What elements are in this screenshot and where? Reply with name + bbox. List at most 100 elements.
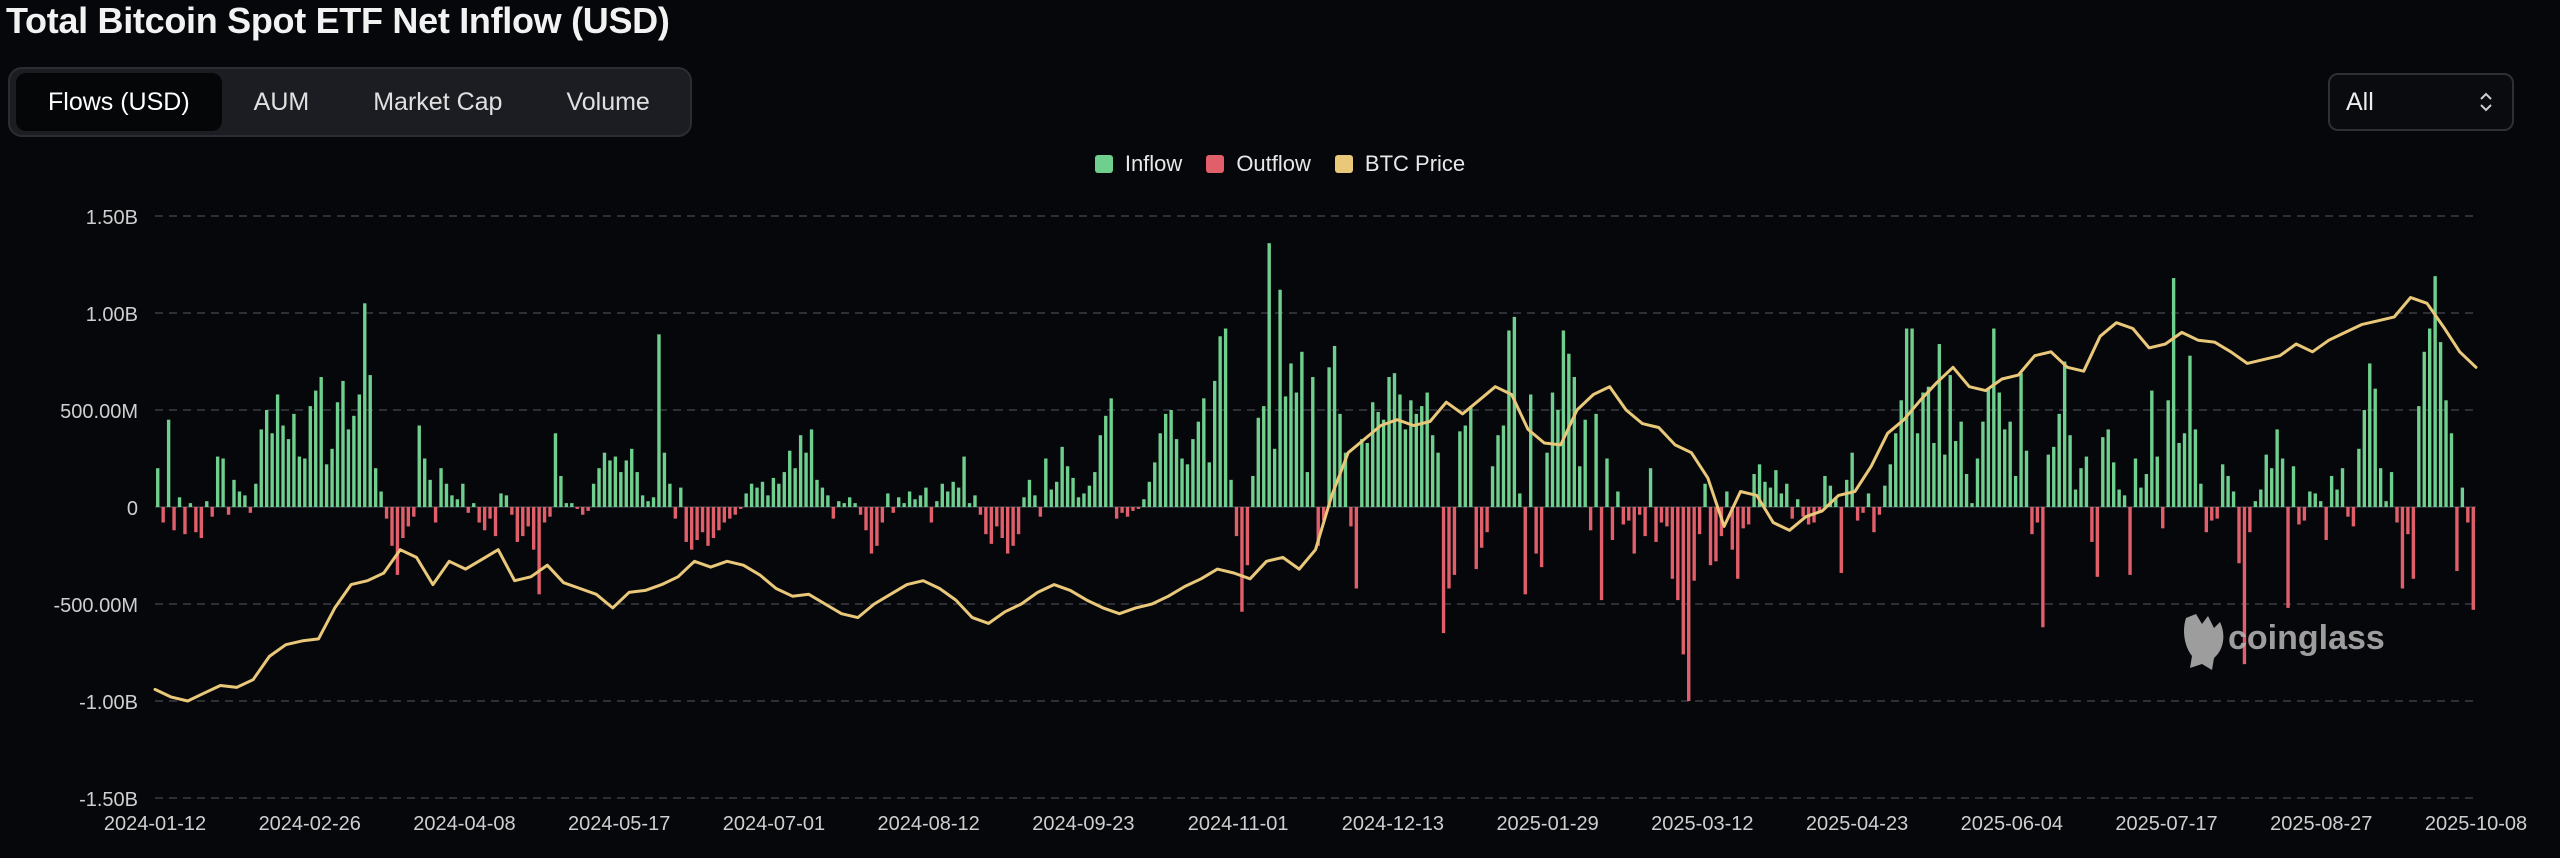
- x-tick-label: 2024-07-01: [723, 813, 825, 835]
- inflow-bar: [1583, 419, 1587, 507]
- tab-market-cap[interactable]: Market Cap: [373, 87, 503, 116]
- inflow-bar: [2062, 361, 2067, 507]
- outflow-bar: [2090, 507, 2094, 542]
- outflow-bar: [1632, 507, 1636, 554]
- outflow-bar: [978, 507, 983, 515]
- inflow-bar: [2155, 456, 2159, 507]
- outflow-bar: [1005, 507, 1010, 554]
- outflow-bar: [2395, 507, 2399, 523]
- inflow-bar: [1992, 328, 1996, 507]
- inflow-bar: [1496, 435, 1500, 507]
- inflow-bar: [1392, 373, 1397, 507]
- legend-item-outflow[interactable]: Outflow: [1206, 151, 1311, 177]
- inflow-bar: [935, 501, 939, 507]
- outflow-bar: [226, 507, 231, 515]
- inflow-bar: [2106, 429, 2110, 507]
- outflow-bar: [1654, 507, 1658, 542]
- outflow-bar: [1872, 507, 1876, 533]
- outflow-bar: [1000, 507, 1004, 539]
- inflow-bar: [918, 495, 923, 507]
- outflow-bar: [172, 507, 176, 531]
- outflow-bar: [2128, 507, 2132, 575]
- y-tick-label: 1.00B: [86, 304, 138, 326]
- inflow-bar: [2384, 501, 2388, 507]
- inflow-bar: [379, 491, 383, 507]
- x-tick-label: 2024-02-26: [259, 813, 361, 835]
- inflow-bar: [2199, 483, 2203, 507]
- outflow-bar: [1676, 507, 1680, 601]
- outflow-bar: [575, 507, 579, 509]
- inflow-bar: [559, 475, 563, 507]
- inflow-bar: [907, 491, 912, 507]
- inflow-bar: [2253, 501, 2258, 507]
- outflow-bar: [2346, 507, 2350, 517]
- tab-flows-usd[interactable]: Flows (USD): [16, 73, 222, 131]
- inflow-bar: [156, 468, 160, 507]
- inflow-bar: [2329, 475, 2334, 507]
- y-tick-label: 1.50B: [86, 207, 138, 229]
- outflow-bar: [1447, 507, 1451, 589]
- bars-layer: [156, 243, 2475, 701]
- inflow-bar: [842, 503, 846, 507]
- tab-aum[interactable]: AUM: [253, 87, 310, 116]
- inflow-bar: [314, 390, 318, 507]
- inflow-bar: [1185, 464, 1190, 507]
- time-range-select[interactable]: All: [2328, 73, 2514, 131]
- legend-item-btc-price[interactable]: BTC Price: [1334, 151, 1465, 177]
- inflow-bar: [1387, 377, 1391, 507]
- chart-legend: Inflow Outflow BTC Price: [0, 149, 2560, 179]
- inflow-bar: [1283, 396, 1288, 507]
- outflow-bar: [526, 507, 530, 527]
- inflow-bar: [640, 495, 645, 507]
- outflow-bar: [510, 507, 514, 515]
- outflow-bar: [482, 507, 487, 531]
- inflow-bar: [809, 429, 814, 507]
- inflow-bar: [270, 433, 274, 507]
- outflow-bar: [700, 507, 705, 533]
- inflow-bar: [1071, 477, 1075, 507]
- outflow-bar: [2400, 507, 2405, 589]
- inflow-bar: [2335, 489, 2339, 507]
- inflow-bar: [1561, 330, 1566, 507]
- inflow-bar: [1512, 316, 1517, 507]
- x-tick-label: 2025-01-29: [1496, 813, 1598, 835]
- inflow-bar: [2068, 435, 2072, 507]
- inflow-bar: [940, 483, 944, 507]
- inflow-bar: [2019, 373, 2023, 507]
- inflow-bar: [1202, 398, 1206, 507]
- inflow-bar: [1921, 392, 1925, 507]
- metric-tab-bar: Flows (USD) AUM Market Cap Volume: [8, 67, 692, 137]
- outflow-bar: [548, 507, 552, 517]
- inflow-bar: [2008, 421, 2012, 507]
- x-tick-label: 2024-12-13: [1342, 813, 1444, 835]
- inflow-bar: [330, 448, 334, 507]
- grid-layer: 1.50B1.00B500.00M0-500.00M-1.00B-1.50B20…: [54, 207, 2528, 835]
- inflow-bar: [679, 487, 683, 507]
- inflow-bar: [1218, 336, 1222, 507]
- inflow-bar: [2073, 489, 2078, 507]
- inflow-bar: [303, 458, 307, 507]
- inflow-bar: [1768, 487, 1773, 507]
- inflow-bar: [1959, 421, 1963, 507]
- inflow-bar: [1343, 452, 1348, 507]
- outflow-bar: [1321, 507, 1326, 521]
- legend-item-inflow[interactable]: Inflow: [1094, 151, 1182, 177]
- x-tick-label: 2024-01-12: [104, 813, 206, 835]
- inflow-bar: [2193, 429, 2198, 507]
- outflow-bar: [1452, 507, 1457, 575]
- outflow-bar: [2324, 507, 2328, 540]
- inflow-bar: [2046, 454, 2050, 507]
- tab-volume[interactable]: Volume: [566, 87, 650, 116]
- inflow-bar: [837, 501, 841, 507]
- inflow-bar: [668, 483, 672, 507]
- outflow-bar: [1523, 507, 1527, 595]
- inflow-bar: [619, 472, 623, 507]
- x-tick-label: 2024-09-23: [1032, 813, 1134, 835]
- inflow-bar: [308, 406, 312, 507]
- inflow-bar: [2024, 450, 2029, 507]
- inflow-bar: [1828, 485, 1833, 507]
- inflow-bar: [2417, 406, 2421, 507]
- y-tick-label: 500.00M: [60, 401, 138, 423]
- outflow-bar: [493, 507, 498, 537]
- outflow-bar: [1714, 507, 1718, 562]
